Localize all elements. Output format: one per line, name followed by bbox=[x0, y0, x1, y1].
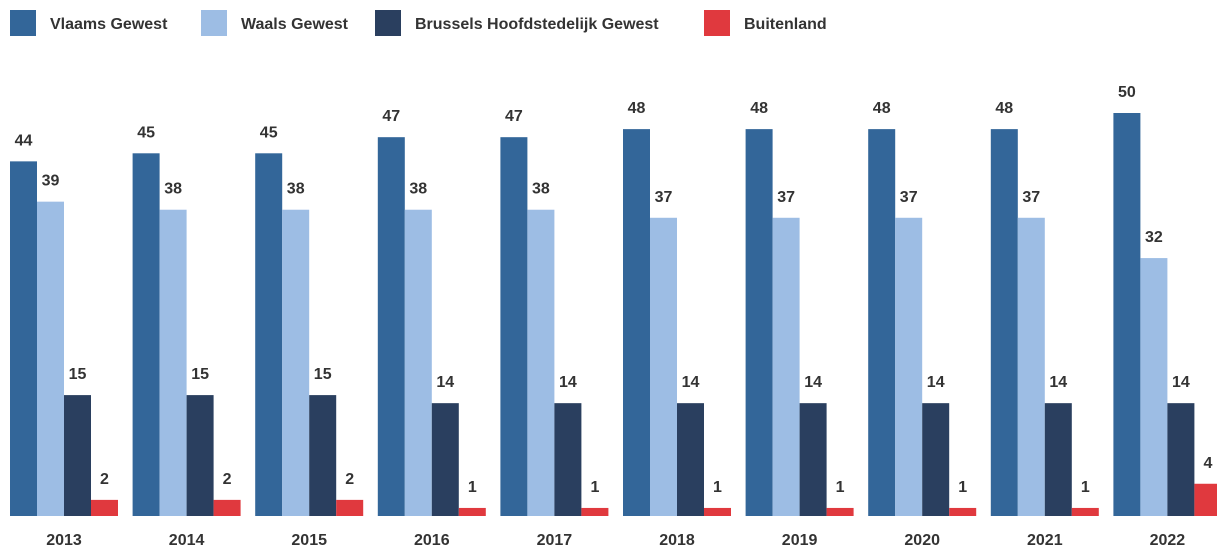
legend-label: Buitenland bbox=[744, 16, 827, 33]
value-label: 38 bbox=[164, 181, 182, 198]
x-tick-label: 2020 bbox=[904, 532, 940, 549]
value-label: 45 bbox=[260, 124, 278, 141]
value-label: 47 bbox=[382, 108, 400, 125]
bar bbox=[868, 129, 896, 516]
value-label: 14 bbox=[436, 374, 454, 391]
value-label: 1 bbox=[958, 479, 967, 496]
bar bbox=[1071, 507, 1099, 516]
value-label: 14 bbox=[1172, 374, 1190, 391]
x-tick-label: 2018 bbox=[659, 532, 695, 549]
value-label: 1 bbox=[590, 479, 599, 496]
bar bbox=[255, 153, 283, 517]
bar bbox=[37, 201, 64, 516]
value-label: 15 bbox=[314, 366, 332, 383]
value-label: 15 bbox=[69, 366, 87, 383]
bar bbox=[949, 507, 977, 516]
x-tick-label: 2022 bbox=[1150, 532, 1186, 549]
bar bbox=[650, 217, 677, 516]
bar bbox=[1167, 403, 1195, 516]
bar bbox=[431, 403, 459, 516]
value-label: 1 bbox=[1081, 479, 1090, 496]
value-label: 14 bbox=[804, 374, 822, 391]
value-label: 2 bbox=[223, 471, 232, 488]
bar bbox=[745, 129, 773, 516]
value-label: 2 bbox=[345, 471, 354, 488]
bar bbox=[623, 129, 650, 516]
legend-swatch bbox=[201, 10, 227, 36]
value-label: 48 bbox=[995, 100, 1013, 117]
bar bbox=[1044, 403, 1072, 516]
value-label: 47 bbox=[505, 108, 523, 125]
value-label: 32 bbox=[1145, 229, 1163, 246]
legend-label: Waals Gewest bbox=[241, 16, 349, 33]
bar bbox=[309, 395, 337, 516]
x-tick-label: 2019 bbox=[782, 532, 818, 549]
legend-label: Brussels Hoofdstedelijk Gewest bbox=[415, 16, 659, 33]
x-tick-label: 2016 bbox=[414, 532, 450, 549]
value-label: 48 bbox=[628, 100, 646, 117]
value-label: 45 bbox=[137, 124, 155, 141]
bar bbox=[677, 403, 704, 516]
value-label: 48 bbox=[750, 100, 768, 117]
bar bbox=[91, 499, 118, 516]
value-label: 37 bbox=[1022, 189, 1040, 206]
value-label: 38 bbox=[409, 181, 427, 198]
bar bbox=[213, 499, 241, 516]
value-label: 50 bbox=[1118, 84, 1136, 101]
x-tick-label: 2015 bbox=[291, 532, 327, 549]
bar bbox=[799, 403, 827, 516]
bar bbox=[404, 209, 432, 516]
legend-swatch bbox=[704, 10, 730, 36]
bar bbox=[186, 395, 214, 516]
bar bbox=[64, 395, 91, 516]
bar bbox=[581, 507, 609, 516]
legend-swatch bbox=[375, 10, 401, 36]
bar bbox=[554, 403, 582, 516]
bar bbox=[1017, 217, 1045, 516]
value-label: 39 bbox=[42, 173, 60, 190]
value-label: 38 bbox=[287, 181, 305, 198]
bar bbox=[159, 209, 187, 516]
value-label: 4 bbox=[1203, 455, 1212, 472]
bar bbox=[132, 153, 160, 517]
x-tick-label: 2021 bbox=[1027, 532, 1063, 549]
value-label: 1 bbox=[836, 479, 845, 496]
value-label: 1 bbox=[468, 479, 477, 496]
bar bbox=[10, 161, 37, 517]
bar bbox=[704, 507, 731, 516]
value-label: 14 bbox=[682, 374, 700, 391]
bar bbox=[826, 507, 854, 516]
bar bbox=[895, 217, 923, 516]
bar bbox=[500, 137, 528, 516]
value-label: 14 bbox=[559, 374, 577, 391]
value-label: 44 bbox=[15, 132, 33, 149]
value-label: 37 bbox=[777, 189, 795, 206]
value-label: 1 bbox=[713, 479, 722, 496]
x-tick-label: 2014 bbox=[169, 532, 205, 549]
bar bbox=[1113, 113, 1141, 516]
bar bbox=[1194, 483, 1217, 516]
x-tick-label: 2013 bbox=[46, 532, 82, 549]
x-tick-label: 2017 bbox=[537, 532, 573, 549]
value-label: 2 bbox=[100, 471, 109, 488]
bar bbox=[527, 209, 555, 516]
value-label: 37 bbox=[655, 189, 673, 206]
value-label: 48 bbox=[873, 100, 891, 117]
legend-label: Vlaams Gewest bbox=[50, 16, 168, 33]
bar bbox=[772, 217, 800, 516]
value-label: 37 bbox=[900, 189, 918, 206]
bar bbox=[1140, 258, 1168, 516]
bar bbox=[990, 129, 1018, 516]
value-label: 14 bbox=[1049, 374, 1067, 391]
bar bbox=[922, 403, 950, 516]
bar bbox=[336, 499, 364, 516]
value-label: 15 bbox=[191, 366, 209, 383]
bar bbox=[282, 209, 310, 516]
bar bbox=[377, 137, 405, 516]
value-label: 14 bbox=[927, 374, 945, 391]
value-label: 38 bbox=[532, 181, 550, 198]
legend-swatch bbox=[10, 10, 36, 36]
bar bbox=[458, 507, 486, 516]
